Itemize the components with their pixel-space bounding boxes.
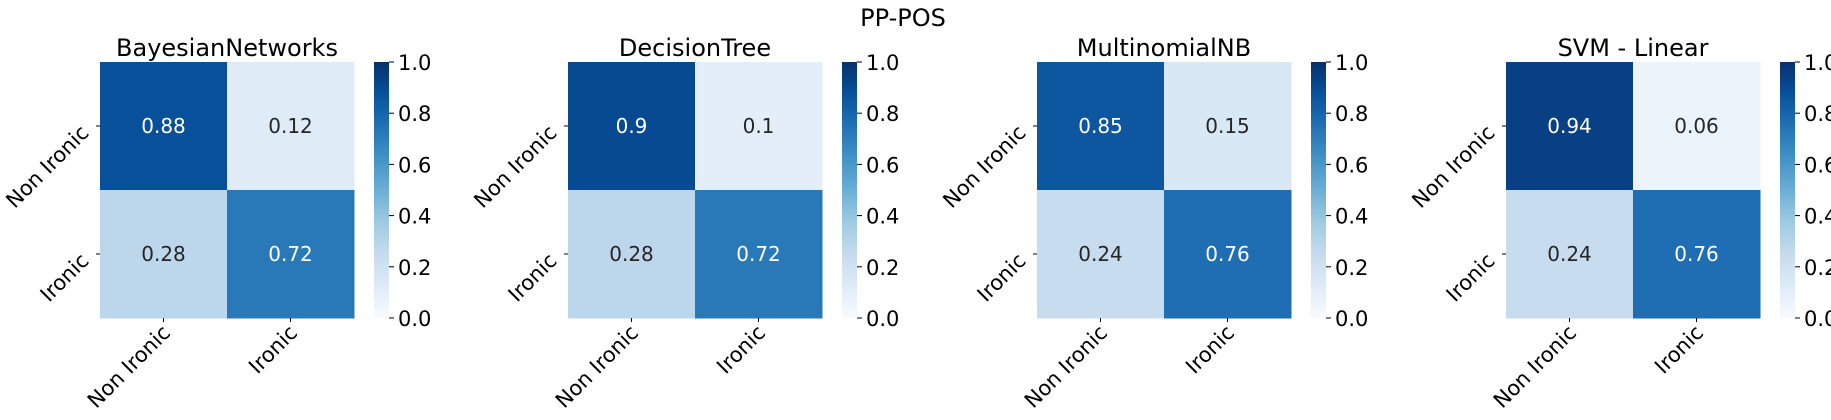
colorbar-tick-label: 0.0	[1804, 307, 1831, 331]
colorbar-tick-label: 0.6	[1335, 153, 1368, 177]
colorbar	[842, 62, 857, 318]
x-tick-label-ironic: Ironic	[1181, 321, 1239, 379]
colorbar	[1780, 62, 1795, 318]
y-tick-label-non-ironic: Non Ironic	[938, 121, 1030, 213]
cell-value-r1-c1: 0.72	[268, 242, 313, 266]
y-tick-label-ironic: Ironic	[36, 249, 94, 307]
panel-title: SVM - Linear	[1558, 34, 1709, 62]
colorbar-tick-label: 1.0	[398, 51, 431, 75]
x-tick-label-ironic: Ironic	[244, 321, 302, 379]
cell-value-r1-c1: 0.72	[736, 242, 781, 266]
cell-value-r0-c0: 0.94	[1547, 114, 1592, 138]
x-tick-label-non-ironic: Non Ironic	[83, 321, 175, 413]
colorbar-tick-label: 0.0	[866, 307, 899, 331]
cell-value-r0-c1: 0.06	[1674, 114, 1719, 138]
y-tick-label-ironic: Ironic	[973, 249, 1031, 307]
colorbar-tick-label: 0.4	[866, 205, 899, 229]
x-tick-label-non-ironic: Non Ironic	[1489, 321, 1581, 413]
cell-value-r1-c0: 0.28	[141, 242, 186, 266]
colorbar-tick-label: 1.0	[866, 51, 899, 75]
cell-value-r0-c0: 0.9	[616, 114, 648, 138]
colorbar-tick-label: 0.2	[866, 256, 899, 280]
panel-title: DecisionTree	[619, 34, 771, 62]
y-tick-label-ironic: Ironic	[1442, 249, 1500, 307]
figure-suptitle: PP-POS	[860, 4, 946, 32]
cell-value-r0-c0: 0.88	[141, 114, 186, 138]
panel-title: BayesianNetworks	[116, 34, 338, 62]
heatmap-panel-svm-linear: SVM - Linear 0.94 0.06 0.24 0.76 Non Ironic Ir…	[1407, 34, 1831, 413]
cell-value-r1-c0: 0.24	[1547, 242, 1592, 266]
colorbar-tick-label: 0.4	[1804, 205, 1831, 229]
heatmap-panel-bayesiannetworks: BayesianNetworks 0.88 0.12 0.28 0.72 Non Iron…	[1, 34, 431, 413]
cell-value-r0-c1: 0.15	[1205, 114, 1250, 138]
colorbar-tick-label: 0.0	[398, 307, 431, 331]
colorbar-tick-label: 0.6	[866, 153, 899, 177]
colorbar-tick-label: 1.0	[1335, 51, 1368, 75]
x-tick-label-non-ironic: Non Ironic	[551, 321, 643, 413]
panel-title: MultinomialNB	[1077, 34, 1251, 62]
y-tick-label-non-ironic: Non Ironic	[1, 121, 93, 213]
y-tick-label-non-ironic: Non Ironic	[1407, 121, 1499, 213]
colorbar-tick-label: 0.8	[1804, 102, 1831, 126]
cell-value-r1-c1: 0.76	[1205, 242, 1250, 266]
cell-value-r1-c1: 0.76	[1674, 242, 1719, 266]
colorbar-tick-label: 0.6	[398, 153, 431, 177]
heatmap-panel-decisiontree: DecisionTree 0.9 0.1 0.28 0.72 Non Ironic Iron…	[469, 34, 899, 413]
colorbar-tick-label: 1.0	[1804, 51, 1831, 75]
colorbar-tick-label: 0.2	[398, 256, 431, 280]
colorbar-tick-label: 0.8	[1335, 102, 1368, 126]
y-tick-label-ironic: Ironic	[504, 249, 562, 307]
y-tick-label-non-ironic: Non Ironic	[469, 121, 561, 213]
colorbar	[374, 62, 389, 318]
colorbar-tick-label: 0.2	[1335, 256, 1368, 280]
x-tick-label-ironic: Ironic	[712, 321, 770, 379]
cell-value-r0-c1: 0.12	[268, 114, 313, 138]
colorbar-tick-label: 0.8	[866, 102, 899, 126]
cell-value-r0-c0: 0.85	[1078, 114, 1123, 138]
colorbar-tick-label: 0.0	[1335, 307, 1368, 331]
colorbar-tick-label: 0.6	[1804, 153, 1831, 177]
colorbar-tick-label: 0.4	[1335, 205, 1368, 229]
colorbar-tick-label: 0.4	[398, 205, 431, 229]
colorbar-tick-label: 0.8	[398, 102, 431, 126]
heatmap-panel-multinomialnb: MultinomialNB 0.85 0.15 0.24 0.76 Non Ironic I…	[938, 34, 1368, 413]
cell-value-r1-c0: 0.28	[609, 242, 654, 266]
colorbar-tick-label: 0.2	[1804, 256, 1831, 280]
cell-value-r0-c1: 0.1	[743, 114, 775, 138]
colorbar	[1311, 62, 1326, 318]
x-tick-label-non-ironic: Non Ironic	[1020, 321, 1112, 413]
cell-value-r1-c0: 0.24	[1078, 242, 1123, 266]
x-tick-label-ironic: Ironic	[1650, 321, 1708, 379]
